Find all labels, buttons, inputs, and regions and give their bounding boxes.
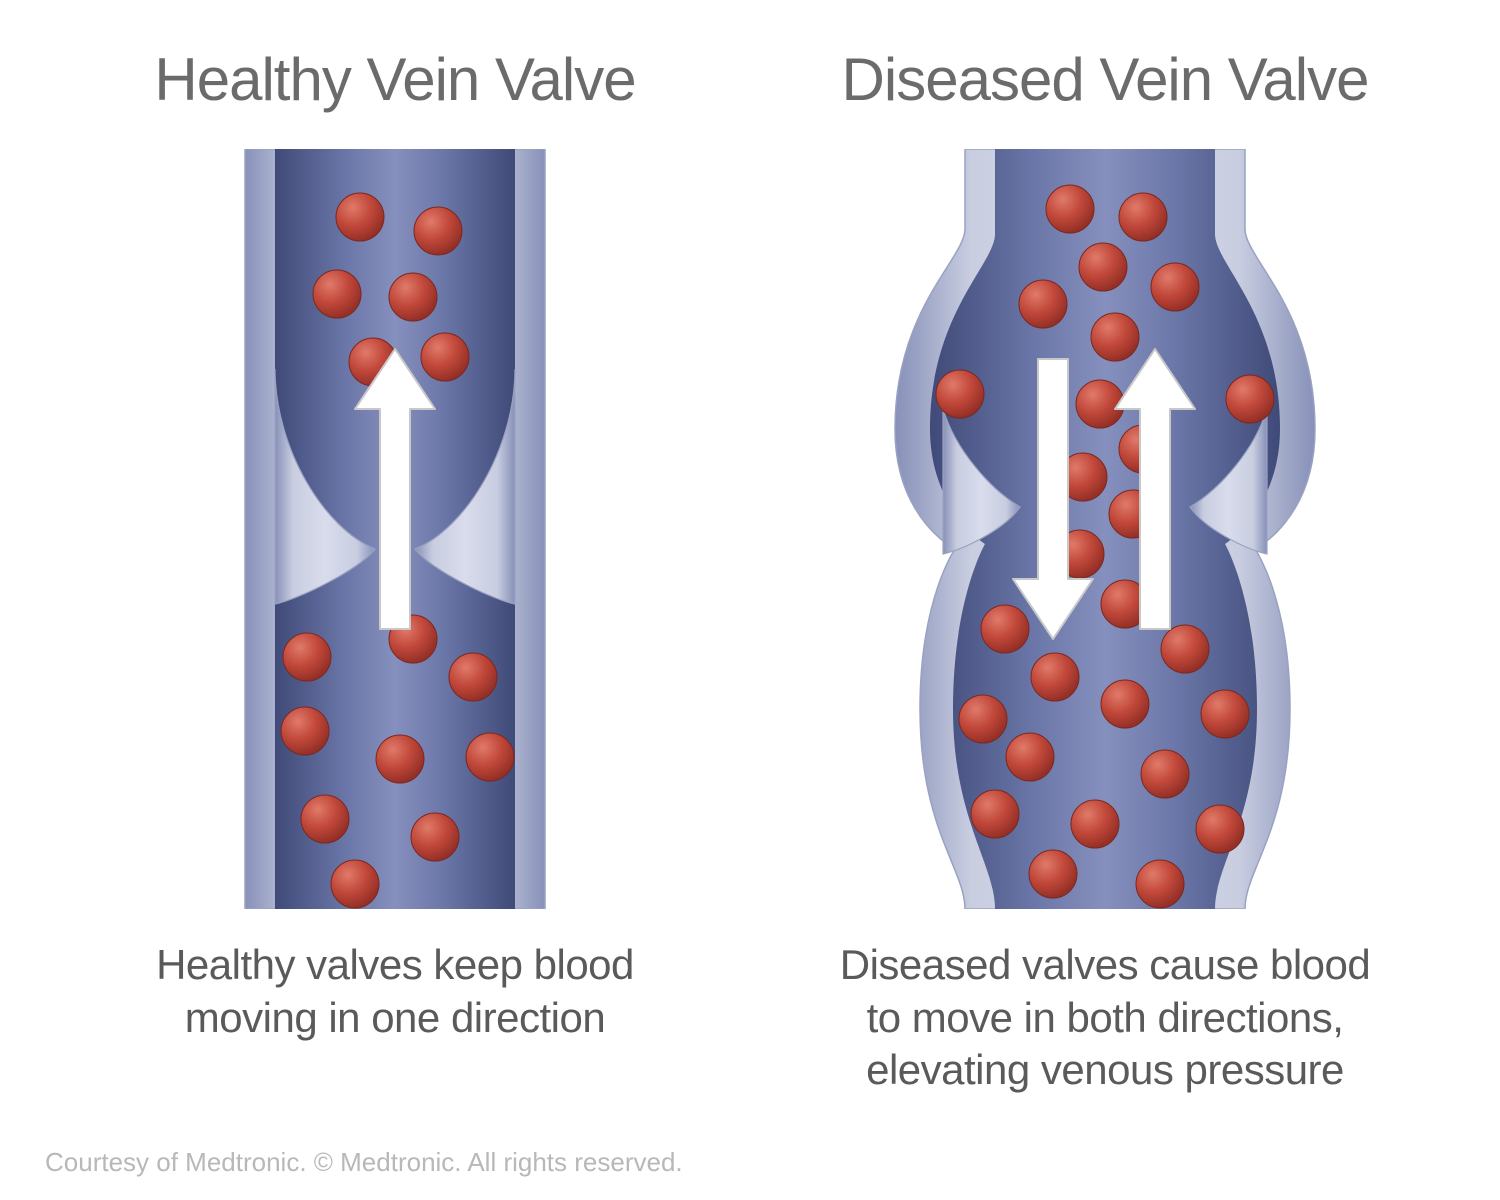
title-diseased: Diseased Vein Valve <box>842 45 1369 114</box>
panel-diseased: Diseased Vein Valve <box>750 20 1460 1140</box>
title-healthy: Healthy Vein Valve <box>154 45 635 114</box>
caption-healthy: Healthy valves keep blood moving in one … <box>115 939 675 1044</box>
credit-line: Courtesy of Medtronic. © Medtronic. All … <box>45 1147 683 1178</box>
infographic-container: Healthy Vein Valve <box>0 0 1500 1200</box>
illustration-healthy <box>115 149 675 909</box>
illustration-diseased <box>825 149 1385 909</box>
panel-healthy: Healthy Vein Valve <box>40 20 750 1140</box>
caption-diseased: Diseased valves cause blood to move in b… <box>825 939 1385 1097</box>
